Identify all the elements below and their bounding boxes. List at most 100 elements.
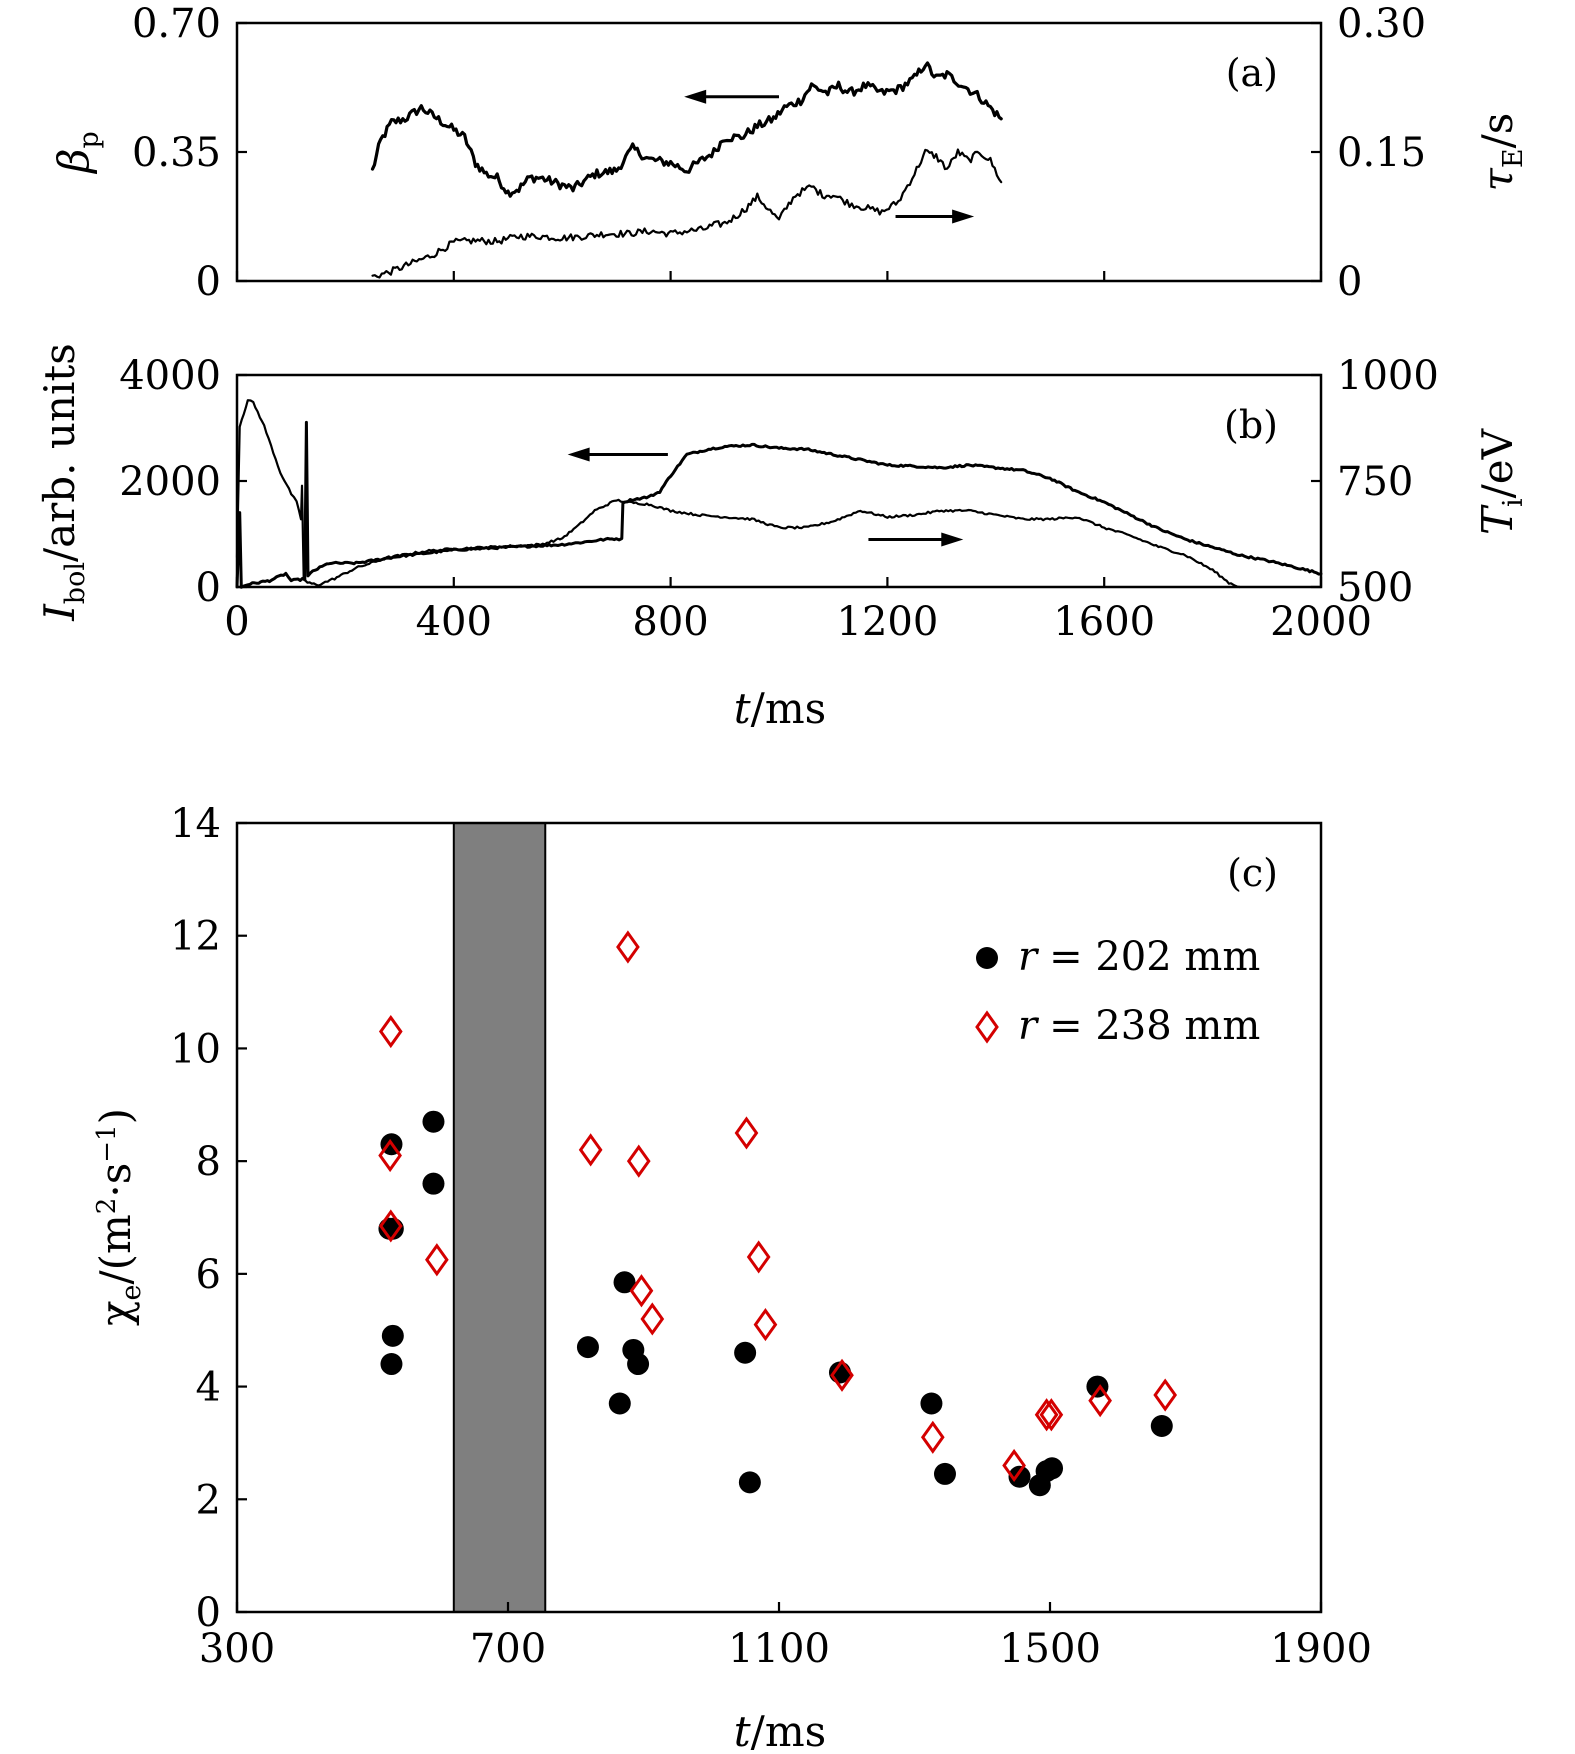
ti-unit: /eV [1473, 428, 1522, 498]
chi-unit-sup: 2 [92, 1198, 122, 1215]
point-r202 [1041, 1457, 1064, 1480]
point-r202 [734, 1341, 757, 1364]
point-r238 [616, 930, 640, 964]
panel-a-right-ylabel: τE/s [1473, 113, 1529, 192]
panel-a-left-ylabel: βp [49, 131, 105, 175]
ytick-label: 6 [196, 1252, 221, 1298]
legend-diamond-marker [975, 1010, 999, 1044]
beta-symbol: β [49, 149, 98, 175]
xtick-label: 1500 [999, 1626, 1101, 1672]
chi-unit-open: /(m [91, 1214, 140, 1284]
point-r238 [830, 1358, 854, 1392]
point-r238 [753, 1307, 778, 1342]
chi-unit-close: ) [91, 1108, 140, 1124]
point-r238 [640, 1302, 665, 1336]
panel-b-right-ylabel: Ti/eV [1473, 428, 1529, 535]
arrow-right-head [941, 532, 964, 547]
point-r202 [422, 1172, 445, 1195]
ytick-label: 8 [196, 1139, 221, 1185]
xtick-label: 2000 [1270, 599, 1372, 645]
t-unit-c: /ms [751, 1707, 827, 1754]
xtick-label: 1200 [837, 599, 939, 645]
point-r202 [608, 1392, 631, 1415]
ytick-left-label: 0.35 [132, 130, 221, 176]
xtick-label: 1600 [1053, 599, 1155, 645]
tau-subscript: E [1498, 148, 1529, 168]
t-symbol-ab: t [734, 684, 751, 733]
ytick-left-label: 0.70 [132, 1, 221, 47]
point-r202 [627, 1353, 650, 1376]
point-r238 [378, 1209, 403, 1243]
panel-c-label: (c) [1227, 851, 1278, 895]
ytick-label: 4 [196, 1365, 221, 1411]
ytick-right-label: 0.30 [1337, 1, 1426, 47]
trace-tau-E [371, 148, 1003, 279]
tau-unit: /s [1473, 113, 1522, 149]
trace-beta-p [370, 61, 1003, 198]
xtick-label: 1100 [728, 1626, 830, 1672]
point-r238 [920, 1420, 945, 1454]
point-r202 [422, 1110, 445, 1133]
point-r238 [746, 1240, 771, 1274]
xtick-label: 300 [199, 1626, 275, 1672]
panel-b-label: (b) [1224, 403, 1278, 447]
ibol-symbol: I [35, 603, 84, 622]
legend-value-202: = 202 mm [1049, 934, 1260, 980]
ytick-label: 12 [170, 914, 221, 960]
chi-unit-sup2: −1 [92, 1124, 122, 1162]
point-r238 [629, 1274, 654, 1308]
ytick-left-label: 4000 [119, 353, 221, 399]
xtick-label: 700 [470, 1626, 546, 1672]
ytick-label: 0 [196, 1590, 221, 1636]
point-r238 [378, 1138, 402, 1173]
tau-symbol: τ [1473, 167, 1522, 191]
legend-value-238: = 238 mm [1049, 1003, 1260, 1049]
ytick-label: 10 [170, 1026, 221, 1072]
ytick-right-label: 1000 [1337, 353, 1439, 399]
ytick-left-label: 2000 [119, 459, 221, 505]
panel-c: 300 700 1100 1500 1900 0 2 4 6 8 10 12 14 (c) r = 202… [91, 801, 1372, 1754]
ytick-left-label: 0 [196, 259, 221, 305]
ytick-right-label: 0.15 [1337, 130, 1426, 176]
panel-c-ylabel: χe/(m2·s−1) [91, 1108, 147, 1326]
panel-b: 0 400 800 1200 1600 2000 0 2000 4000 500 750 1000 (… [35, 343, 1529, 733]
xtick-label: 800 [632, 599, 708, 645]
chi-symbol: χ [91, 1301, 140, 1326]
arrow-right-head [952, 209, 975, 224]
beta-subscript: p [74, 131, 105, 148]
panel-b-xlabel: t/ms [734, 684, 826, 733]
panel-a: 0 0.35 0.70 0 0.15 0.30 (a) βp τE/s [49, 1, 1529, 305]
ytick-right-label: 0 [1337, 259, 1362, 305]
panel-c-xlabel: t/ms [734, 1707, 826, 1754]
point-r202 [738, 1471, 761, 1494]
chi-subscript: e [116, 1285, 147, 1301]
chi-unit-mid: ·s [91, 1163, 140, 1198]
point-r202 [381, 1324, 404, 1347]
legend: r = 202 mm r = 238 mm [975, 934, 1260, 1049]
panel-c-frame [235, 821, 1323, 1614]
ibol-unit: /arb. units [35, 343, 84, 562]
legend-r-202: r [1018, 934, 1040, 980]
point-r202 [1008, 1465, 1031, 1488]
trace-I-bol [235, 420, 1323, 589]
point-r202 [920, 1392, 943, 1415]
point-r238 [378, 1014, 403, 1049]
point-r202 [576, 1336, 599, 1359]
point-r238 [1153, 1378, 1178, 1412]
point-r238 [425, 1243, 449, 1277]
point-r202 [933, 1462, 956, 1485]
point-r238 [626, 1144, 651, 1178]
t-unit-ab: /ms [751, 684, 827, 733]
xtick-label: 0 [224, 599, 249, 645]
ytick-right-label: 500 [1337, 565, 1413, 611]
point-r238 [1088, 1384, 1112, 1418]
t-symbol-c: t [734, 1707, 751, 1754]
ytick-left-label: 0 [196, 565, 221, 611]
point-r238 [734, 1116, 759, 1150]
point-r238 [1034, 1398, 1059, 1432]
point-r238 [578, 1133, 603, 1167]
ti-subscript: i [1498, 498, 1529, 507]
legend-label-238: r = 238 mm [1018, 1003, 1260, 1049]
